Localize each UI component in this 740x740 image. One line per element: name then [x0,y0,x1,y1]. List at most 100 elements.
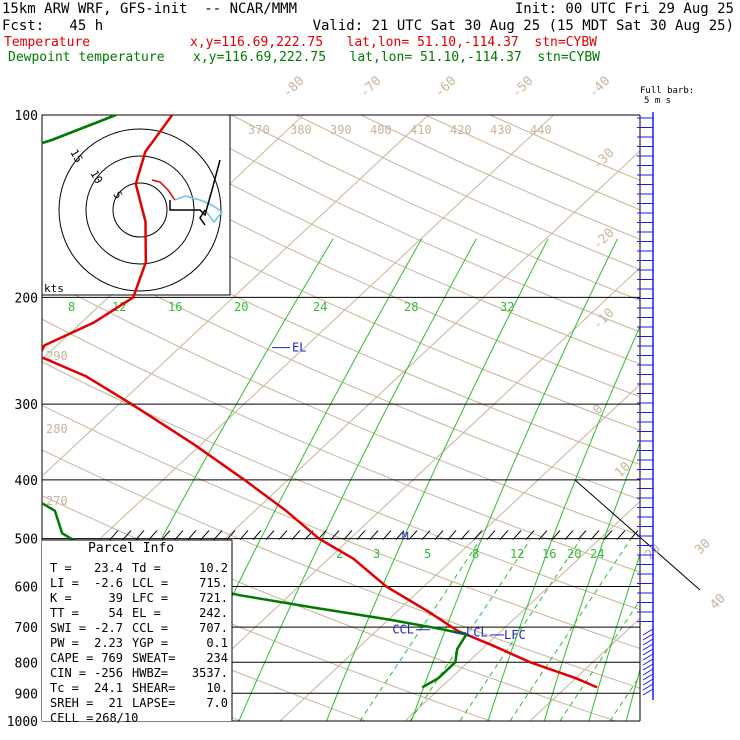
lfc-marker-label: LFC [504,628,526,642]
pressure-label: 100 [15,109,38,124]
mixing-ratio-label: 20 [567,547,581,561]
wind-barb [642,633,654,641]
mixing-ratio-line [625,667,640,721]
mixing-ratio-label: 8 [472,547,479,561]
wind-barb [642,643,654,651]
dry-adiabat-label: 420 [450,123,472,137]
freezing-hatch-mark [122,530,132,540]
mixing-ratio-label: 16 [542,547,556,561]
dewpoint-location: x,y=116.69,222.75 lat,lon= 51.10,-114.37… [193,50,600,65]
dry-adiabat-line [42,589,366,721]
wind-barb [642,688,654,696]
freezing-hatch-mark [200,530,210,540]
freezing-hatch-mark [109,530,119,540]
freezing-hatch-mark [135,530,145,540]
mixing-ratio-label: 8 [68,300,75,314]
mixing-ratio-label: 20 [234,300,248,314]
freezing-hatch-mark [499,530,509,540]
parcel-value-left: -2.7 [94,621,123,635]
moist-guide-line [609,674,640,721]
dry-adiabat-label: 440 [530,123,552,137]
parcel-key-left: T = [50,561,72,575]
isotherm-line [42,115,429,477]
freezing-hatch-mark [291,530,301,540]
isotherm-label: 40 [707,591,729,613]
freezing-hatch-mark [551,530,561,540]
dry-adiabat-line [42,404,640,649]
hodograph-segment-low [151,179,176,201]
parcel-info-title: Parcel Info [88,541,174,556]
parcel-value-left: 769 [101,651,123,665]
freezing-hatch-mark [460,530,470,540]
parcel-value-right: 0.1 [206,636,228,650]
mixing-ratio-line [686,239,740,721]
m-marker-label: M [402,530,409,543]
freezing-hatch-mark [616,530,626,540]
freezing-hatch-mark [421,530,431,540]
freezing-hatch-mark [629,530,639,540]
dewpoint-line [42,115,469,689]
parcel-value-left: 24.1 [94,681,123,695]
pressure-label: 1000 [7,715,38,730]
hodograph-ring [58,128,222,292]
mixing-ratio-line [543,441,640,721]
temperature-line [42,115,598,689]
freezing-hatch-mark [473,530,483,540]
freezing-hatch-mark [486,530,496,540]
header-model: 15km ARW WRF, GFS-init -- NCAR/MMM [2,1,298,17]
parcel-value-left: 2.23 [94,636,123,650]
wind-barb [642,683,654,691]
isotherm-label: -20 [590,226,617,253]
parcel-info-box: Parcel Info T = 23.4 Td = 10.2 LI = -2.6 LCL = 7… [42,539,233,725]
mixing-ratio-label: 32 [500,300,514,314]
mixing-ratio-label: 28 [404,300,418,314]
mixing-ratio-label: 24 [590,547,604,561]
pressure-labels: 100 200 300 400 500 600 700 800 900 1000 [7,109,38,730]
freezing-hatch-mark [538,530,548,540]
parcel-value-right: 234 [206,651,228,665]
parcel-key-right: YGP = [132,636,168,650]
ccl-marker-label: CCL [392,623,414,637]
isotherm-line [655,115,740,721]
dry-adiabat-label: 290 [46,349,68,363]
parcel-key-left: CIN = [50,666,86,680]
dry-adiabat-line [42,235,640,500]
parcel-value-left: 39 [109,591,123,605]
freezing-hatch-mark [512,530,522,540]
legend-dewpoint: Dewpoint temperature [8,50,165,65]
dry-adiabat-line [42,449,640,689]
freezing-hatch-mark [434,530,444,540]
diagonal-frame [574,479,701,591]
moist-guide-line [559,599,640,721]
wind-barb [642,678,654,686]
isotherm-label: -40 [586,74,613,101]
parcel-value-right: 721. [199,591,228,605]
pressure-label: 300 [15,398,38,413]
isotherm-line [404,500,640,721]
moist-guide-line [409,539,531,721]
parcel-key-left: K = [50,591,72,605]
dry-adiabat-line [42,195,640,465]
wind-barb [642,658,654,666]
freezing-hatch-mark [356,530,366,540]
mixing-ratio-labels: 8 12 16 20 24 28 322 3 5 8 12 16 20 24 [68,300,604,561]
parcel-value-right: 7.0 [206,696,228,710]
parcel-box-bg [42,540,232,721]
freezing-hatch-mark [577,530,587,540]
mixing-ratio-label: 24 [313,300,327,314]
temperature-location: x,y=116.69,222.75 lat,lon= 51.10,-114.37… [190,35,597,50]
parcel-key-right: LAPSE= [132,696,175,710]
mixing-ratio-line [658,239,740,721]
pressure-label: 200 [15,291,38,306]
freezing-hatch-mark [265,530,275,540]
header-forecast: Fcst: 45 h [2,18,104,34]
parcel-value-left: 268/10 [95,711,138,725]
dry-adiabat-line [42,117,640,398]
pressure-label: 500 [15,533,38,548]
freezing-hatch-mark [603,530,613,540]
parcel-key-right: EL = [132,606,161,620]
freezing-hatch-mark [161,530,171,540]
mixing-ratio-label: 16 [168,300,182,314]
isotherm-label: -60 [432,74,459,101]
mixing-ratio-label: 2 [336,547,343,561]
